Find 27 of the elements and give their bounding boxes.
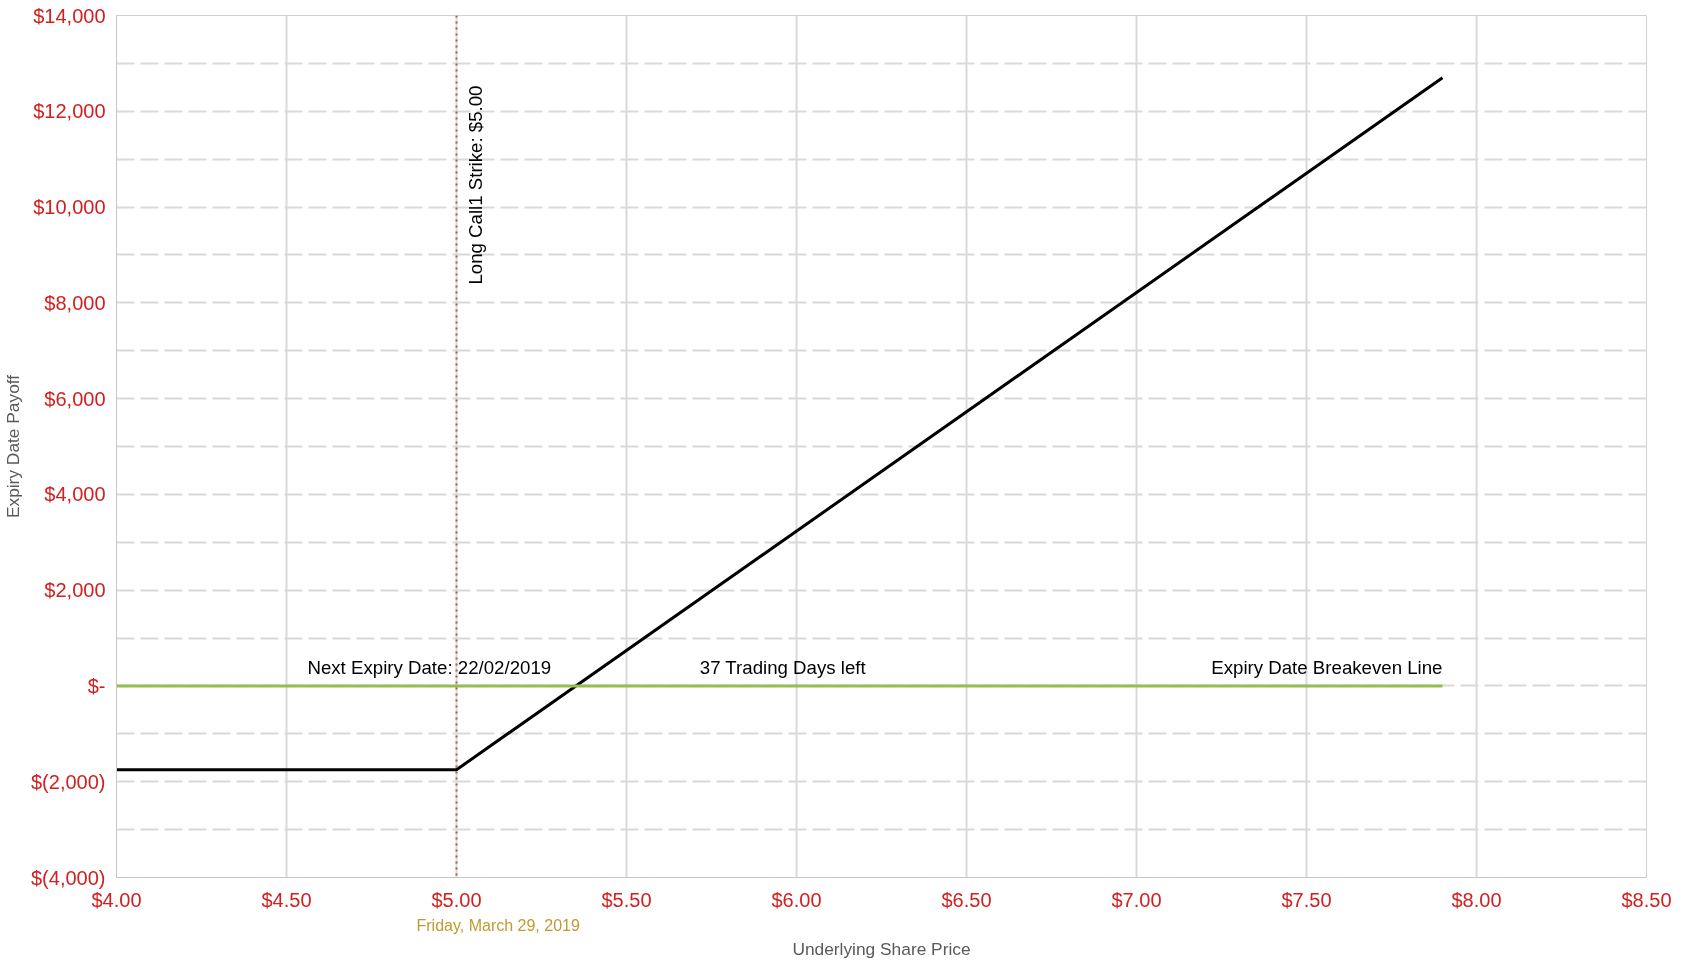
y-tick-label: $(4,000) bbox=[31, 866, 106, 889]
x-tick-label: $5.00 bbox=[431, 888, 482, 911]
x-tick-label: $4.50 bbox=[261, 888, 312, 911]
y-tick-label: $2,000 bbox=[44, 579, 106, 602]
x-axis-title: Underlying Share Price bbox=[792, 938, 971, 959]
x-tick-label: $8.50 bbox=[1621, 888, 1672, 911]
y-tick-label: $12,000 bbox=[33, 100, 106, 123]
y-tick-label: $- bbox=[87, 674, 106, 697]
y-axis-title: Expiry Date Payoff bbox=[3, 374, 24, 519]
x-tick-label: $4.00 bbox=[91, 888, 142, 911]
x-tick-label: $6.50 bbox=[941, 888, 992, 911]
text: Friday, March 29, 2019 bbox=[416, 916, 580, 934]
ref-line-label: Long Call1 Strike: $5.00 bbox=[464, 85, 486, 285]
y-tick-label: $14,000 bbox=[33, 4, 106, 27]
x-tick-label: $6.00 bbox=[771, 888, 822, 911]
y-tick-label: $8,000 bbox=[44, 291, 106, 314]
annotation: 37 Trading Days left bbox=[699, 656, 867, 678]
y-tick-label: $6,000 bbox=[44, 387, 106, 410]
x-tick-label: $5.50 bbox=[601, 888, 652, 911]
y-tick-label: $4,000 bbox=[44, 483, 106, 506]
x-tick-label: $7.50 bbox=[1281, 888, 1332, 911]
x-tick-label: $7.00 bbox=[1111, 888, 1162, 911]
x-tick-label: $8.00 bbox=[1451, 888, 1502, 911]
y-tick-label: $10,000 bbox=[33, 196, 106, 219]
series-label: Expiry Date Breakeven Line bbox=[1211, 656, 1443, 678]
annotation: Next Expiry Date: 22/02/2019 bbox=[307, 656, 552, 678]
y-tick-label: $(2,000) bbox=[31, 770, 106, 793]
